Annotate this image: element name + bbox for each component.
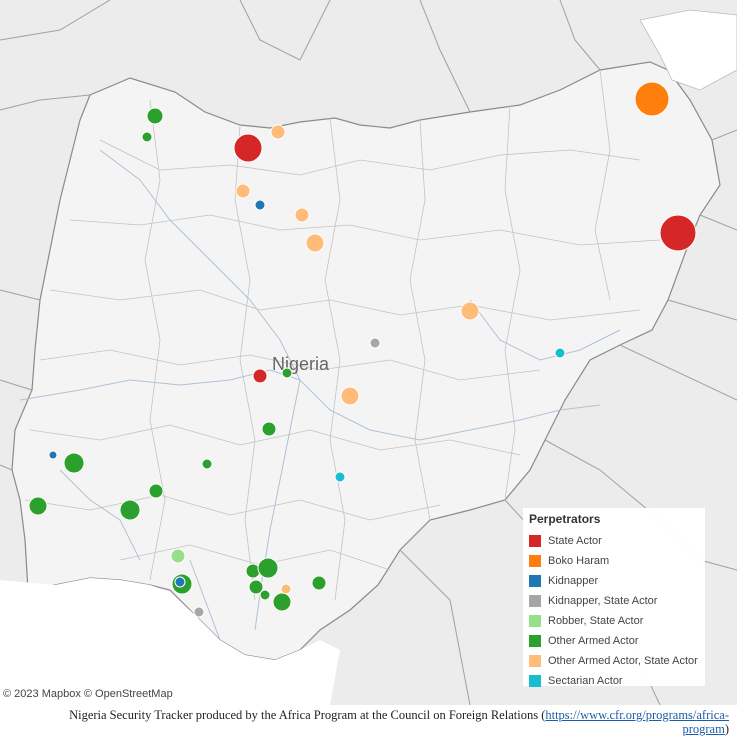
marker-other-armed[interactable] <box>257 557 279 579</box>
lake-chad <box>639 9 737 91</box>
legend-swatch <box>529 555 541 567</box>
legend-swatch <box>529 575 541 587</box>
marker-other-armed[interactable] <box>281 367 293 379</box>
marker-other-armed-state[interactable] <box>270 124 286 140</box>
legend-swatch <box>529 595 541 607</box>
caption-close: ) <box>724 722 729 736</box>
marker-other-armed[interactable] <box>311 575 327 591</box>
atlantic-ocean <box>0 578 340 705</box>
legend-item[interactable]: Other Armed Actor, State Actor <box>529 651 705 671</box>
marker-kidnapper[interactable] <box>174 576 186 588</box>
internal-boundaries <box>24 69 661 601</box>
legend-label: Robber, State Actor <box>548 615 644 627</box>
legend-swatch <box>529 615 541 627</box>
legend-label: Kidnapper <box>548 575 599 587</box>
marker-other-armed[interactable] <box>141 131 153 143</box>
legend-item[interactable]: Kidnapper <box>529 571 705 591</box>
legend-item[interactable]: Kidnapper, State Actor <box>529 591 705 611</box>
marker-other-armed-state[interactable] <box>294 207 310 223</box>
marker-other-armed-state[interactable] <box>460 301 480 321</box>
map-svg: Nigeria <box>0 0 737 705</box>
legend-label: State Actor <box>548 535 602 547</box>
marker-other-armed[interactable] <box>146 107 164 125</box>
incident-markers <box>28 81 697 618</box>
legend-swatch <box>529 655 541 667</box>
legend-item[interactable]: State Actor <box>529 531 705 551</box>
marker-other-armed[interactable] <box>201 458 213 470</box>
marker-sectarian[interactable] <box>334 471 346 483</box>
map-area[interactable]: Nigeria <box>0 0 737 705</box>
legend-items: State Actor Boko Haram Kidnapper Kidnapper,… <box>529 531 705 691</box>
marker-other-armed[interactable] <box>119 499 141 521</box>
legend-label: Other Armed Actor <box>548 635 639 647</box>
map-attribution[interactable]: © 2023 Mapbox © OpenStreetMap <box>3 688 173 700</box>
legend-swatch <box>529 535 541 547</box>
legend: Perpetrators State Actor Boko Haram Kidnap… <box>523 508 705 687</box>
legend-item[interactable]: Robber, State Actor <box>529 611 705 631</box>
marker-other-armed-state[interactable] <box>235 183 251 199</box>
legend-item[interactable]: Other Armed Actor <box>529 631 705 651</box>
marker-other-armed[interactable] <box>248 579 264 595</box>
legend-title: Perpetrators <box>529 512 601 526</box>
country-label-nigeria: Nigeria <box>272 354 330 374</box>
marker-other-armed[interactable] <box>272 592 292 612</box>
legend-swatch <box>529 635 541 647</box>
marker-other-armed-state[interactable] <box>280 583 292 595</box>
marker-kidnapper-state[interactable] <box>369 337 381 349</box>
marker-other-armed[interactable] <box>28 496 48 516</box>
legend-label: Boko Haram <box>548 555 610 567</box>
marker-sectarian[interactable] <box>554 347 566 359</box>
marker-kidnapper[interactable] <box>254 199 266 211</box>
marker-other-armed[interactable] <box>261 421 277 437</box>
legend-item[interactable]: Sectarian Actor <box>529 671 705 691</box>
legend-swatch <box>529 675 541 687</box>
legend-label: Other Armed Actor, State Actor <box>548 655 698 667</box>
marker-kidnapper-state[interactable] <box>193 606 205 618</box>
marker-other-armed-state[interactable] <box>305 233 325 253</box>
marker-state-actor[interactable] <box>659 214 697 252</box>
caption: Nigeria Security Tracker produced by the… <box>0 708 729 736</box>
marker-state-actor[interactable] <box>233 133 263 163</box>
legend-label: Kidnapper, State Actor <box>548 595 658 607</box>
legend-label: Sectarian Actor <box>548 675 623 687</box>
marker-boko-haram[interactable] <box>634 81 670 117</box>
marker-state-actor[interactable] <box>252 368 268 384</box>
marker-other-armed-state[interactable] <box>340 386 360 406</box>
marker-other-armed[interactable] <box>63 452 85 474</box>
marker-kidnapper[interactable] <box>48 450 58 460</box>
marker-other-armed[interactable] <box>148 483 164 499</box>
marker-other-armed[interactable] <box>259 589 271 601</box>
caption-text: Nigeria Security Tracker produced by the… <box>69 708 546 722</box>
caption-link[interactable]: https://www.cfr.org/programs/africa-prog… <box>545 708 729 736</box>
marker-robber-state[interactable] <box>170 548 186 564</box>
legend-item[interactable]: Boko Haram <box>529 551 705 571</box>
